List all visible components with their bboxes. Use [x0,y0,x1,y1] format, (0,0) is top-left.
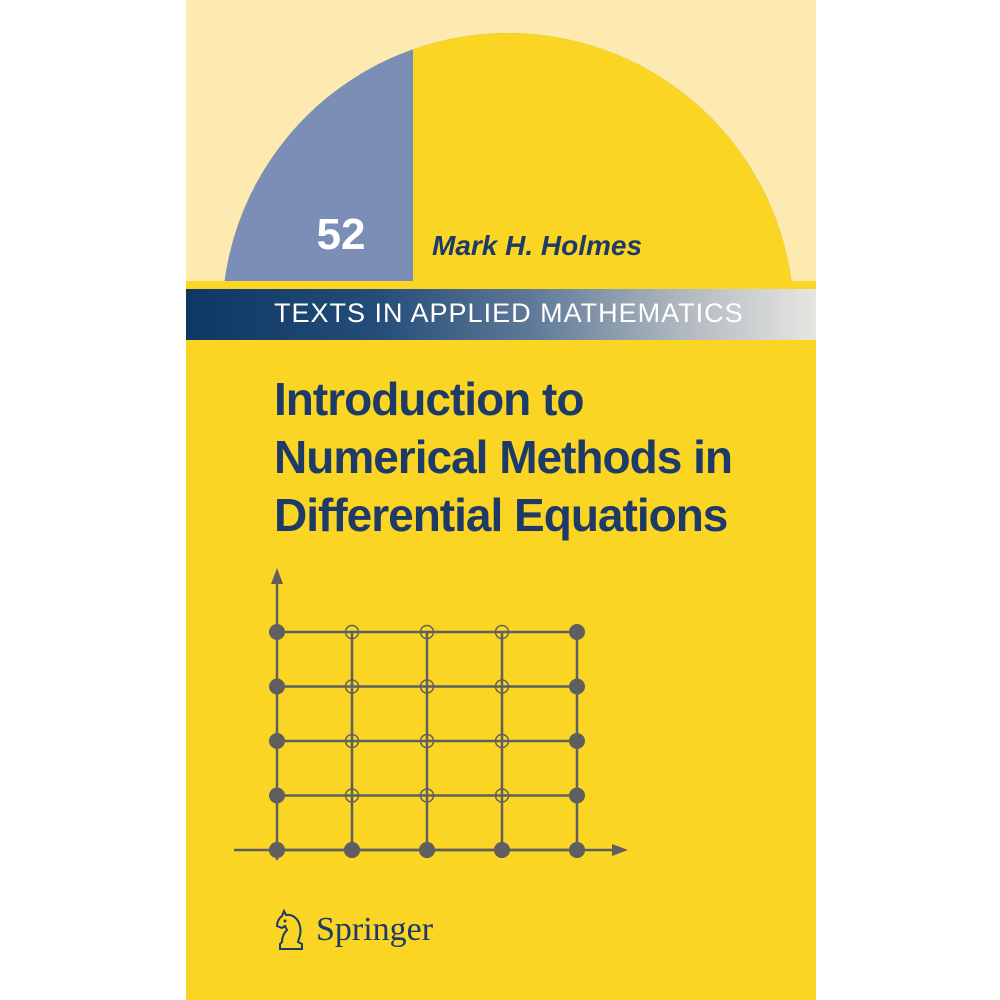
publisher-name: Springer [316,911,434,948]
grid-node-filled [269,787,285,804]
grid-node-filled [419,842,435,858]
grid-node-hollow [419,733,435,749]
series-volume-number: 52 [316,210,366,259]
grid-node-filled [269,733,285,749]
grid-node-hollow [419,679,435,694]
series-banner [186,289,816,340]
grid-node-filled [569,678,585,695]
title-line-2: Numerical Methods in [274,431,733,483]
grid-node-hollow [344,733,360,749]
grid-node-hollow [419,624,435,640]
title-line-1: Introduction to [274,373,584,425]
grid-node-filled [269,842,285,858]
grid-node-hollow [344,679,360,694]
grid-node-hollow [494,788,510,803]
grid-node-filled [344,842,360,858]
cover-header-band: 52 Mark H. Holmes [186,0,816,281]
grid-node-filled [569,787,585,804]
grid-node-hollow [344,624,360,640]
grid-node-filled [569,624,585,640]
grid-node-hollow [494,679,510,694]
book-title: Introduction to Numerical Methods in Dif… [274,370,804,544]
publisher-logo: Springer [274,905,433,955]
grid-node-filled [269,678,285,695]
title-line-3: Differential Equations [274,489,728,541]
grid-node-filled [269,624,285,640]
knight-chess-piece-icon [275,909,303,950]
grid-nodes-figure [234,568,628,860]
grid-node-hollow [494,624,510,640]
x-axis-arrow-icon [612,844,628,856]
y-axis-arrow-icon [271,568,283,584]
grid-node-hollow [344,788,360,803]
grid-node-filled [569,733,585,749]
grid-node-hollow [494,733,510,749]
semicircle-yellow-segment [413,0,816,281]
grid-node-filled [494,842,510,858]
grid-node-hollow [419,788,435,803]
series-title: TEXTS IN APPLIED MATHEMATICS [274,298,744,328]
author-name: Mark H. Holmes [432,230,643,261]
book-cover: 52 Mark H. Holmes TEXTS IN APPLIED MATHE… [186,0,816,1000]
grid-node-filled [569,842,585,858]
